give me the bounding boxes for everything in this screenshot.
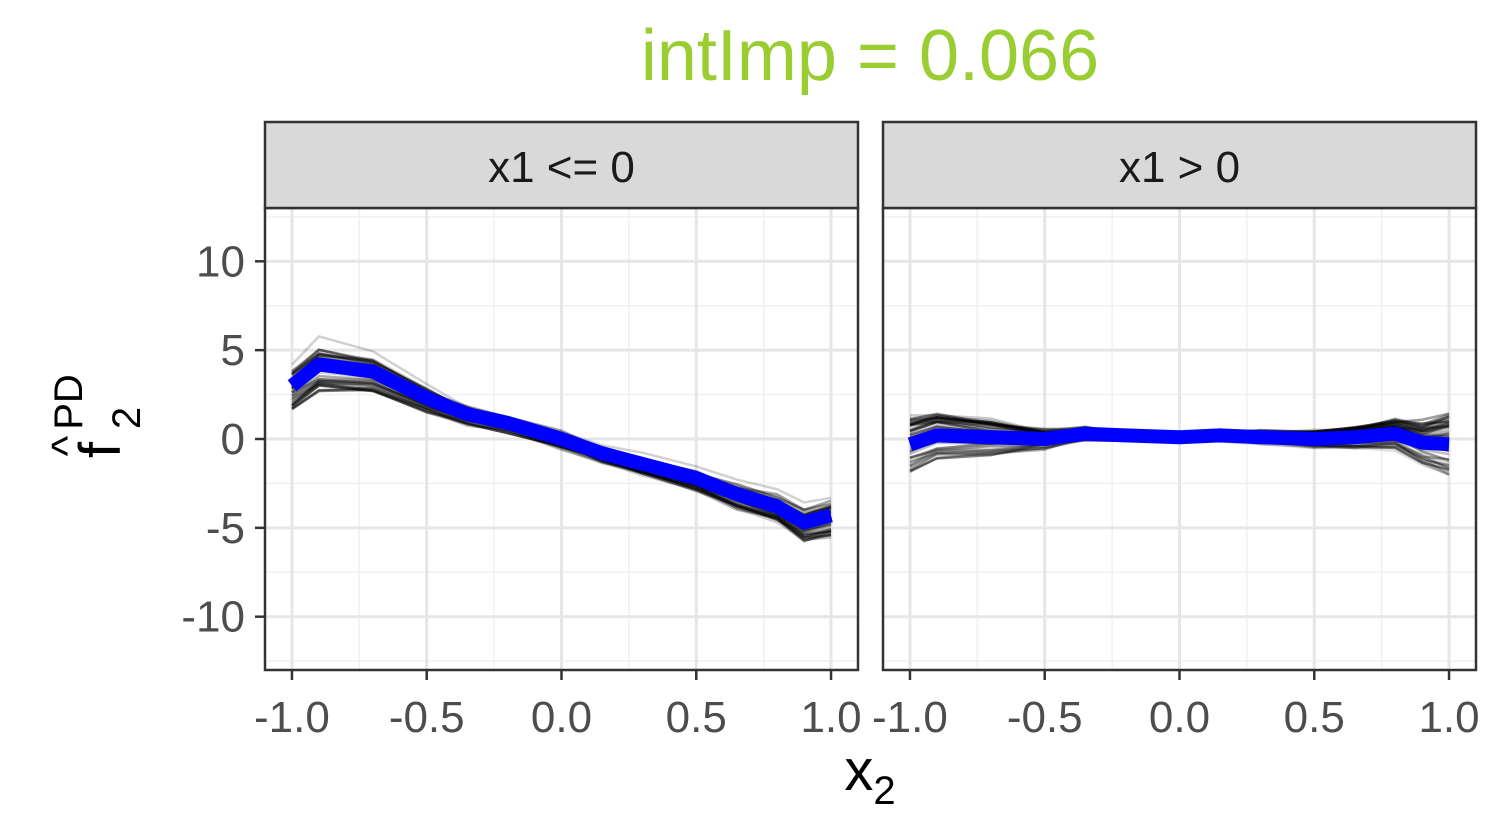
facet-strip bbox=[881, 120, 1478, 210]
y-axis-title-sub: 2 bbox=[105, 407, 149, 429]
ice-line bbox=[291, 334, 832, 504]
axis-titles: x2 ^f 2 PD bbox=[43, 374, 896, 813]
facet-strip-label: x1 > 0 bbox=[1119, 143, 1240, 192]
facet-strip-label: x1 <= 0 bbox=[488, 143, 635, 192]
y-tick-label: 0 bbox=[221, 415, 245, 464]
x-tick-label: -0.5 bbox=[1007, 693, 1083, 742]
x-tick-label: -0.5 bbox=[389, 693, 465, 742]
y-axis-title-main: f bbox=[68, 441, 133, 458]
x-tick-label: 0.5 bbox=[666, 693, 727, 742]
x-tick-label: 0.0 bbox=[531, 693, 592, 742]
facet-strip bbox=[263, 120, 860, 210]
y-axis-title-hat: ^ bbox=[43, 435, 92, 456]
pd-mean-line bbox=[907, 426, 1450, 452]
y-tick-label: 10 bbox=[196, 237, 245, 286]
panels: x1 <= 0 -1.0 -0.5 0.0 0.5 1.0 -10 -5 0 5 10 x1 > 0 -… bbox=[181, 120, 1480, 742]
x-tick-label: 1.0 bbox=[1418, 693, 1479, 742]
x-tick-label: -1.0 bbox=[254, 693, 330, 742]
ice-line bbox=[291, 386, 832, 542]
y-axis-title-sup: PD bbox=[47, 374, 91, 430]
x-tick-label: -1.0 bbox=[872, 693, 948, 742]
x-tick-label: 1.0 bbox=[800, 693, 861, 742]
ice-line bbox=[291, 386, 832, 542]
ice-line bbox=[291, 389, 832, 540]
pd-mean-line bbox=[287, 357, 833, 530]
x-tick-label: 0.0 bbox=[1149, 693, 1210, 742]
y-axis-title: ^f 2 PD bbox=[43, 374, 149, 458]
facet-panel: x1 <= 0 -1.0 -0.5 0.0 0.5 1.0 -10 -5 0 5 10 bbox=[181, 120, 862, 742]
chart-title: intImp = 0.066 bbox=[641, 16, 1099, 96]
facet-panel: x1 > 0 -1.0 -0.5 0.0 0.5 1.0 bbox=[872, 120, 1480, 742]
y-tick-label: -10 bbox=[181, 593, 245, 642]
x-tick-label: 0.5 bbox=[1284, 693, 1345, 742]
x-axis-title: x2 bbox=[844, 738, 895, 813]
y-tick-label: -5 bbox=[206, 504, 245, 553]
y-tick-label: 5 bbox=[221, 326, 245, 375]
